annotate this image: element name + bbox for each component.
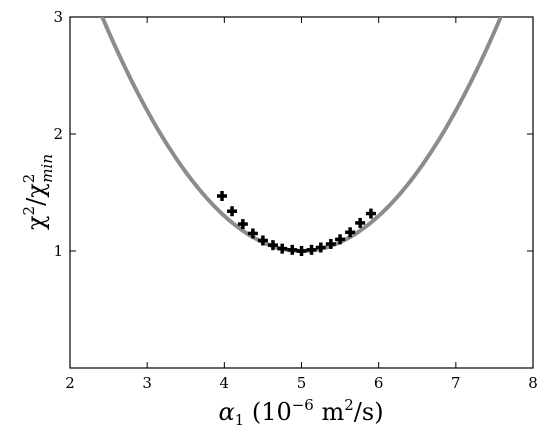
y-axis-label: χ2/χ2min <box>20 154 56 230</box>
y-label-num-exp: 2 <box>20 206 38 216</box>
y-label-den-sub: min <box>38 154 56 183</box>
x-tick-label: 7 <box>451 374 461 392</box>
x-tick-label: 5 <box>297 374 307 392</box>
y-tick-label: 2 <box>53 125 63 143</box>
y-axis-ticks: 1 2 3 <box>53 8 533 260</box>
x-label-close: /s) <box>354 398 384 426</box>
x-tick-label: 3 <box>142 374 152 392</box>
y-label-den: χ <box>22 183 50 198</box>
data-point <box>315 242 326 253</box>
x-tick-label: 4 <box>220 374 230 392</box>
x-tick-label: 2 <box>65 374 75 392</box>
fit-curve <box>100 17 503 254</box>
data-point <box>257 235 268 246</box>
data-point <box>227 206 238 217</box>
data-point <box>325 238 336 249</box>
data-point <box>277 243 288 254</box>
series-layer <box>100 17 503 256</box>
data-point <box>335 234 346 245</box>
x-axis-ticks: 2 3 4 5 6 7 8 <box>65 17 538 392</box>
data-point <box>355 217 366 228</box>
x-label-open: (10 <box>244 398 292 426</box>
data-point <box>365 208 376 219</box>
data-point <box>237 219 248 230</box>
y-label-den-exp: 2 <box>20 174 38 184</box>
x-label-unit-exp: 2 <box>344 396 354 414</box>
data-point <box>296 246 307 256</box>
y-label-num: χ <box>22 215 50 230</box>
x-label-exp: −6 <box>292 396 314 414</box>
y-label-slash: / <box>22 197 50 206</box>
data-point <box>247 228 258 239</box>
x-label-sub: 1 <box>235 411 245 429</box>
x-label-symbol: α <box>218 398 234 426</box>
data-point <box>217 191 228 202</box>
data-point <box>345 227 356 238</box>
x-tick-label: 8 <box>528 374 538 392</box>
x-label-unit: m <box>314 398 345 426</box>
plot-frame <box>69 16 534 369</box>
data-point <box>287 244 298 255</box>
x-tick-label: 6 <box>374 374 384 392</box>
data-point <box>306 244 317 255</box>
data-point <box>267 240 278 251</box>
y-tick-label: 3 <box>53 8 63 26</box>
y-tick-label: 1 <box>53 242 63 260</box>
x-axis-label: α1 (10−6 m2/s) <box>218 396 383 429</box>
